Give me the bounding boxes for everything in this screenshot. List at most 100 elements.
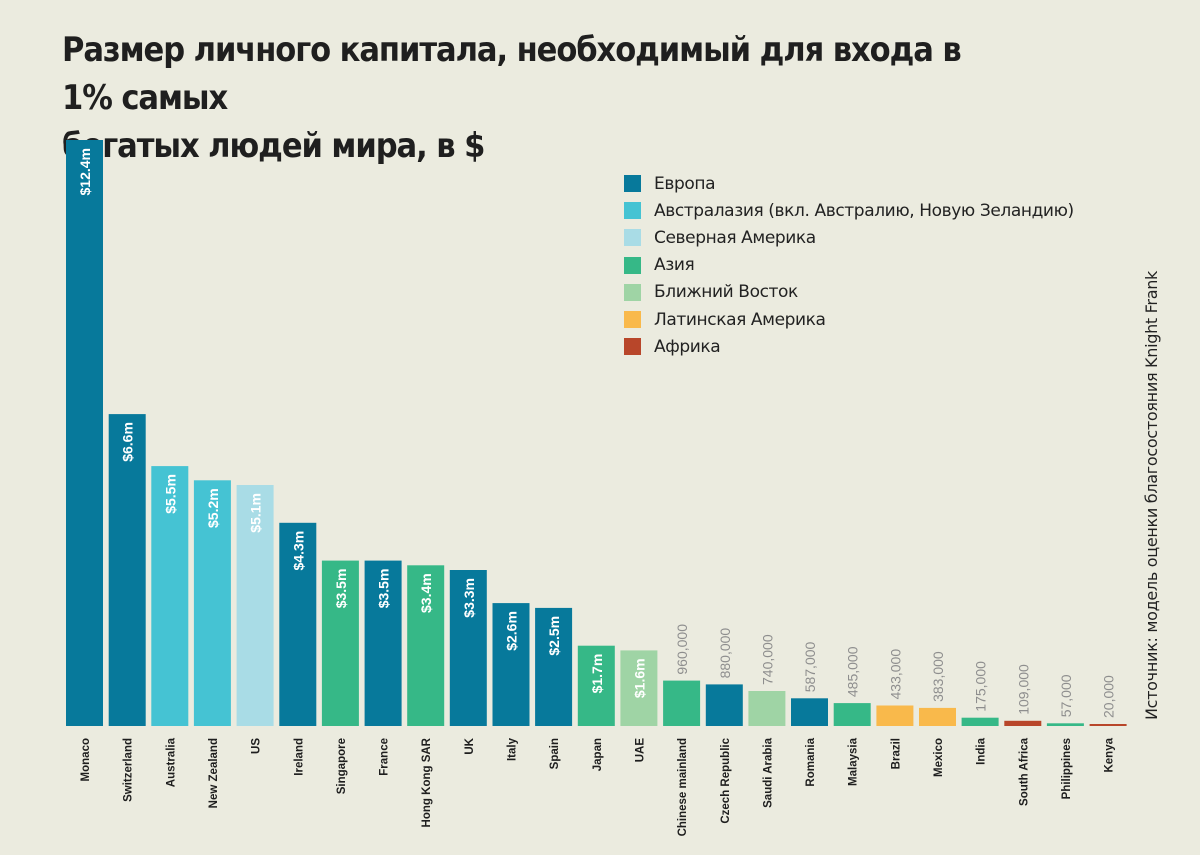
category-label-hong-kong-sar: Hong Kong SAR: [421, 737, 433, 827]
value-label-chinese-mainland: 960,000: [674, 624, 690, 675]
bar-uk: [449, 570, 487, 726]
value-label-saudi-arabia: 740,000: [759, 634, 775, 685]
bar-australia: [151, 466, 189, 726]
legend-item-australasia: Австралазия (вкл. Австралию, Новую Зелан…: [624, 197, 1074, 224]
legend-label-europe: Европа: [654, 173, 716, 194]
value-label-kenya: 20,000: [1101, 675, 1117, 718]
value-label-brazil: 433,000: [887, 649, 903, 700]
category-label-australia: Australia: [165, 737, 177, 787]
category-label-spain: Spain: [549, 738, 561, 769]
category-label-france: France: [379, 738, 391, 776]
category-label-switzerland: Switzerland: [123, 738, 135, 802]
value-label-ireland: $4.3m: [290, 531, 306, 571]
legend-label-australasia: Австралазия (вкл. Австралию, Новую Зелан…: [654, 200, 1074, 221]
value-label-south-africa: 109,000: [1015, 664, 1031, 715]
bar-kenya: [1089, 724, 1127, 726]
legend-swatch-north-america: [624, 229, 641, 247]
value-label-philippines: 57,000: [1058, 674, 1074, 717]
bar-spain: [535, 607, 573, 726]
value-label-italy: $2.6m: [504, 611, 520, 651]
value-label-india: 175,000: [973, 661, 989, 712]
bar-singapore: [321, 560, 359, 726]
category-label-monaco: Monaco: [80, 738, 92, 781]
value-label-monaco: $12.4m: [77, 148, 93, 195]
bar-south-africa: [1004, 720, 1042, 726]
legend-label-north-america: Северная Америка: [654, 227, 816, 248]
legend: Европа Австралазия (вкл. Австралию, Нову…: [624, 170, 1074, 360]
value-label-switzerland: $6.6m: [120, 422, 136, 462]
chart-title-line2: богатых людей мира, в $: [62, 126, 485, 166]
legend-swatch-latin-america: [624, 311, 641, 329]
legend-item-asia: Азия: [624, 252, 1074, 279]
bar-us: [236, 485, 274, 726]
category-label-saudi-arabia: Saudi Arabia: [762, 737, 774, 807]
value-label-romania: 587,000: [802, 641, 818, 692]
legend-label-middle-east: Ближний Восток: [654, 282, 798, 303]
category-label-italy: Italy: [507, 737, 519, 761]
chart-title: Размер личного капитала, необходимый для…: [62, 26, 1016, 170]
bar-japan: [577, 645, 615, 726]
value-label-hong-kong-sar: $3.4m: [418, 573, 434, 613]
value-label-czech-republic: 880,000: [717, 628, 733, 679]
category-label-uae: UAE: [634, 738, 646, 763]
category-label-mexico: Mexico: [933, 738, 945, 777]
category-label-singapore: Singapore: [336, 738, 348, 794]
value-label-australia: $5.5m: [162, 474, 178, 514]
value-label-singapore: $3.5m: [333, 569, 349, 609]
legend-swatch-australasia: [624, 202, 641, 220]
value-label-france: $3.5m: [376, 569, 392, 609]
source-note: Источник: модель оценки благосостояния K…: [1142, 270, 1161, 720]
bar-hong-kong-sar: [407, 565, 445, 726]
bar-ireland: [279, 522, 317, 726]
bar-chinese-mainland: [663, 680, 701, 726]
legend-item-europe: Европа: [624, 170, 1074, 197]
legend-item-latin-america: Латинская Америка: [624, 306, 1074, 333]
bar-philippines: [1046, 723, 1084, 726]
bar-romania: [791, 698, 828, 726]
category-label-czech-republic: Czech Republic: [720, 737, 732, 823]
legend-item-north-america: Северная Америка: [624, 224, 1074, 251]
legend-label-latin-america: Латинская Америка: [654, 309, 826, 330]
legend-swatch-middle-east: [624, 283, 641, 301]
category-label-romania: Romania: [805, 737, 817, 786]
legend-swatch-europe: [624, 175, 641, 193]
bar-czech-republic: [705, 684, 743, 726]
value-label-japan: $1.7m: [589, 654, 605, 694]
category-label-brazil: Brazil: [890, 738, 902, 769]
legend-item-africa: Африка: [624, 333, 1074, 360]
bar-france: [364, 560, 402, 726]
value-label-uae: $1.6m: [631, 658, 647, 698]
category-label-malaysia: Malaysia: [848, 737, 860, 786]
bar-monaco: [66, 140, 103, 726]
value-label-mexico: 383,000: [930, 651, 946, 702]
bar-brazil: [876, 705, 914, 726]
value-label-uk: $3.3m: [461, 578, 477, 618]
bar-uae: [620, 650, 658, 726]
category-label-chinese-mainland: Chinese mainland: [677, 738, 689, 836]
legend-label-asia: Азия: [654, 255, 695, 276]
category-label-philippines: Philippines: [1061, 738, 1073, 799]
legend-swatch-asia: [624, 256, 641, 274]
bar-mexico: [919, 707, 956, 726]
legend-label-africa: Африка: [654, 336, 721, 357]
value-label-new-zealand: $5.2m: [205, 488, 221, 528]
value-label-spain: $2.5m: [546, 616, 562, 656]
bar-switzerland: [108, 414, 146, 726]
category-label-south-africa: South Africa: [1018, 737, 1030, 806]
category-label-new-zealand: New Zealand: [208, 738, 220, 808]
category-label-kenya: Kenya: [1104, 737, 1116, 772]
bar-italy: [492, 603, 530, 726]
bar-saudi-arabia: [748, 691, 786, 726]
bar-india: [961, 717, 999, 726]
legend-item-middle-east: Ближний Восток: [624, 279, 1074, 306]
bar-malaysia: [833, 703, 871, 726]
value-label-us: $5.1m: [248, 493, 264, 533]
category-label-japan: Japan: [592, 738, 604, 771]
chart-title-line1: Размер личного капитала, необходимый для…: [62, 30, 962, 118]
bar-new-zealand: [193, 480, 231, 726]
category-label-us: US: [251, 738, 263, 754]
category-label-ireland: Ireland: [293, 738, 305, 776]
legend-swatch-africa: [624, 338, 641, 356]
category-label-uk: UK: [464, 737, 476, 754]
